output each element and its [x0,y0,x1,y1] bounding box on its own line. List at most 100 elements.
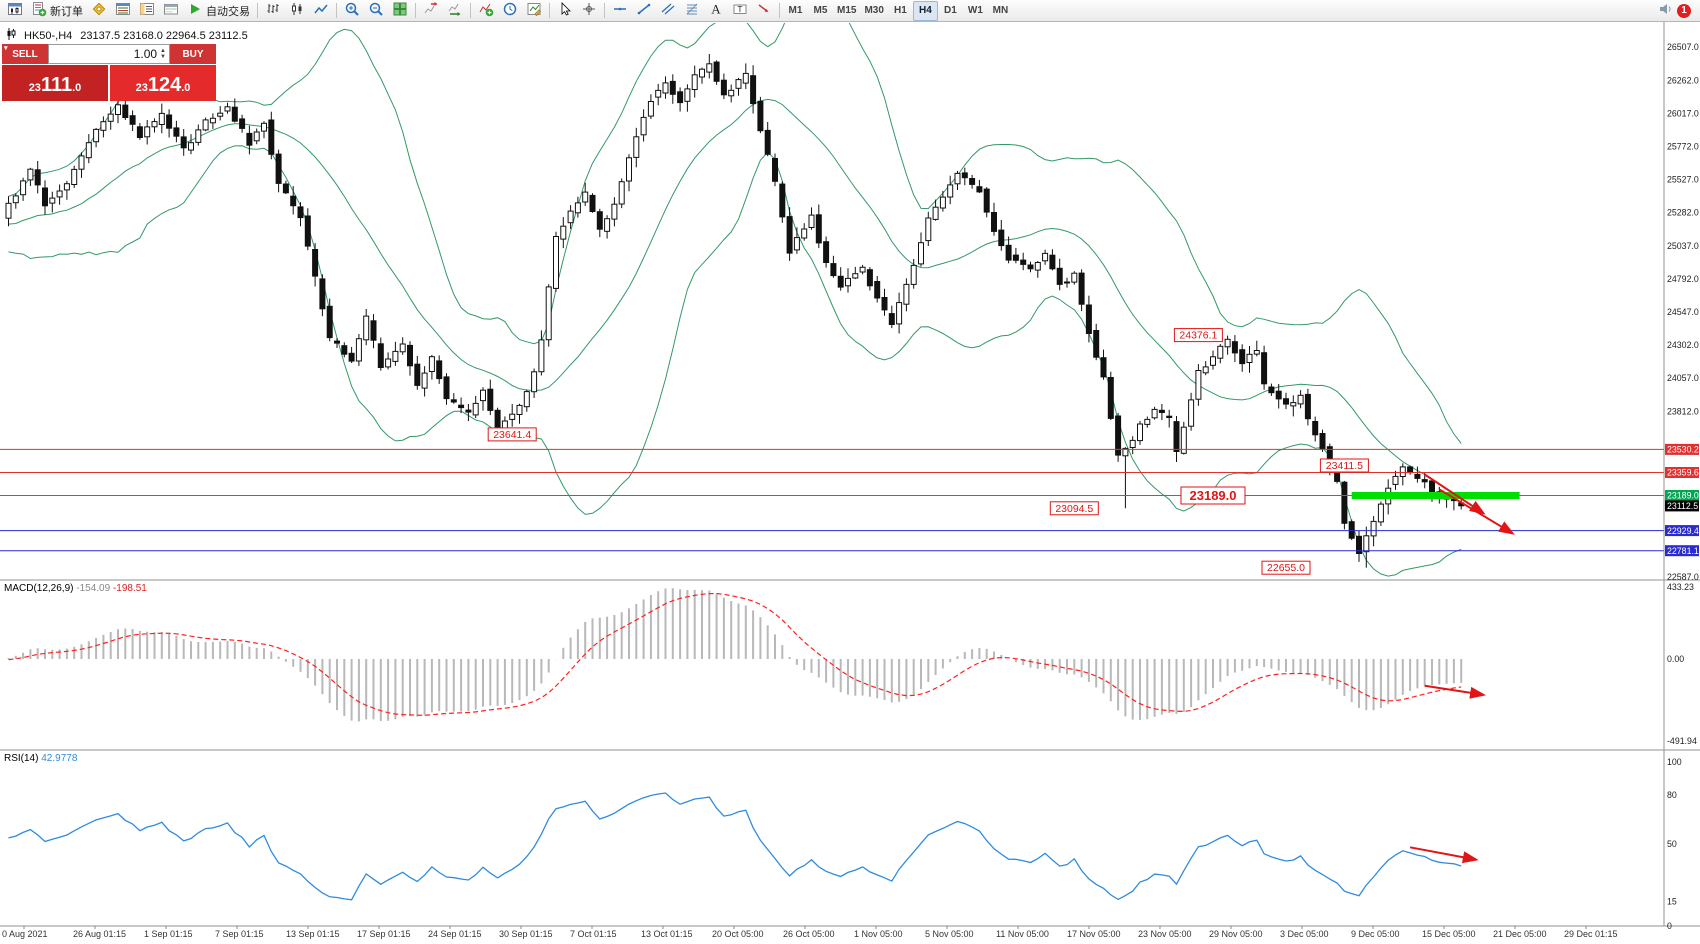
price-axis[interactable]: 26507.0 26262.0 26017.0 25772.0 25527.0 25282… [1665,42,1699,931]
timeframe-m1-button-label: M1 [788,5,803,16]
new-order-button[interactable]: 新订单 [27,1,87,21]
timeframe-w1-button[interactable]: W1 [963,1,988,21]
tile-windows-icon[interactable] [388,1,412,21]
sell-button[interactable]: ▾ SELL [2,44,48,64]
label-icon[interactable]: T [728,1,752,21]
time-axis-label: 9 Dec 05:00 [1351,929,1400,939]
timeframe-m5-button[interactable]: M5 [808,1,833,21]
text-icon: A [708,1,724,20]
crosshair-icon[interactable] [577,1,601,21]
trend-arrow[interactable] [1438,488,1515,535]
main-toolbar: 新订单 自动交易 A T M1 M5 M15 M30 H1 H4 D1 W1 MN 1 [0,0,1700,22]
price-tick-label: 24057.0 [1667,373,1699,383]
buy-price[interactable]: 23 124.0 [110,65,216,101]
price-callout[interactable]: 23189.0 [1180,486,1246,505]
zoom-out-icon[interactable] [364,1,388,21]
price-callout[interactable]: 23411.5 [1319,458,1369,473]
volume-up-button[interactable]: ▲ [160,48,166,54]
timeframe-h1-button[interactable]: H1 [888,1,913,21]
timeframe-m1-button[interactable]: M1 [783,1,808,21]
timeframe-m30-button[interactable]: M30 [860,1,887,21]
sell-price[interactable]: 23 111.0 [2,65,108,101]
navigator-icon[interactable] [135,1,159,21]
trend-arrow[interactable] [1424,473,1486,515]
green-zone-line[interactable] [1351,492,1520,499]
trend-arrow[interactable] [1424,684,1487,699]
trend-arrow[interactable] [1409,846,1479,864]
macd-axis-label: 0.00 [1667,654,1684,664]
channel-icon[interactable] [656,1,680,21]
toolbar-separator [415,3,416,18]
volume-down-button[interactable]: ▼ [160,54,166,60]
level-price-label: 22781.1 [1665,545,1699,557]
periods-icon[interactable] [498,1,522,21]
one-click-collapse-arrow[interactable]: ▾ [4,45,8,52]
macd-axis-label: 433.23 [1667,582,1694,592]
terminal-icon[interactable] [159,1,183,21]
autotrading-button[interactable]: 自动交易 [183,1,254,21]
chart-shift-icon[interactable] [419,1,443,21]
price-callout[interactable]: 24376.1 [1173,328,1223,343]
rsi-value: 42.9778 [41,753,78,764]
horizontal-line-icon [612,1,628,20]
chart-window-icon[interactable] [3,1,27,21]
market-watch-icon[interactable] [111,1,135,21]
toolbar-separator [779,3,780,18]
time-axis-label: 1 Sep 01:15 [144,929,193,939]
svg-text:23189.0: 23189.0 [1190,488,1237,503]
rsi-axis-label: 0 [1667,921,1672,931]
line-chart-icon[interactable] [309,1,333,21]
current-price-label: 23112.5 [1665,500,1699,512]
rsi-axis-label: 80 [1667,790,1677,800]
timeframe-mn-button[interactable]: MN [988,1,1013,21]
arrows-icon[interactable] [752,1,776,21]
zoom-in-icon [344,1,360,20]
line-chart-icon [313,1,329,20]
macd-signal-line [8,592,1462,716]
timeframe-d1-button-label: D1 [944,5,957,16]
volume-input[interactable]: 1.00 ▲ ▼ [48,44,170,64]
candlestick-chart-icon[interactable] [285,1,309,21]
trendline-icon [636,1,652,20]
pane-separators[interactable] [0,22,1700,927]
fibonacci-icon[interactable] [680,1,704,21]
metaeditor-icon[interactable] [87,1,111,21]
timeframe-d1-button[interactable]: D1 [938,1,963,21]
price-tick-label: 26507.0 [1667,42,1699,52]
price-callout[interactable]: 23641.4 [487,427,537,442]
price-tick-label: 25772.0 [1667,142,1699,152]
price-digits: 23 [28,82,41,94]
price-callout[interactable]: 23094.5 [1049,501,1099,516]
price-tick-label: 23812.0 [1667,406,1699,416]
macd-pane[interactable] [7,588,1487,722]
sell-button-label: SELL [12,48,38,60]
zoom-in-icon[interactable] [340,1,364,21]
horizontal-line-icon[interactable] [608,1,632,21]
alerts-icon[interactable] [1653,1,1677,21]
macd-axis-label: -491.94 [1667,736,1697,746]
trendline-icon[interactable] [632,1,656,21]
timeframe-m15-button-label: M15 [837,5,857,16]
cursor-icon[interactable] [553,1,577,21]
auto-scroll-icon[interactable] [443,1,467,21]
indicators-icon[interactable] [474,1,498,21]
rsi-pane[interactable] [8,792,1479,901]
bar-chart-icon[interactable] [261,1,285,21]
timeframe-m15-button[interactable]: M15 [833,1,860,21]
main-chart-pane[interactable]: 23641.4 23094.5 23189.0 24376.1 23411.5 22655… [0,2,1664,577]
candlestick-chart-icon [289,1,305,20]
templates-icon[interactable] [522,1,546,21]
time-axis-label: 13 Sep 01:15 [286,929,340,939]
text-icon[interactable]: A [704,1,728,21]
timeframe-h4-button[interactable]: H4 [912,0,938,21]
alerts-icon [1657,1,1673,20]
buy-button[interactable]: BUY [170,44,216,64]
market-watch-icon [115,1,131,20]
macd-name: MACD(12,26,9) [4,583,74,594]
time-axis[interactable]: 0 Aug 2021 26 Aug 01:15 1 Sep 01:15 7 Sep 0… [2,926,1618,939]
notification-badge[interactable]: 1 [1677,3,1691,18]
price-callout[interactable]: 22655.0 [1261,560,1311,575]
time-axis-label: 7 Sep 01:15 [215,929,264,939]
price-digits: 23 [135,82,148,94]
